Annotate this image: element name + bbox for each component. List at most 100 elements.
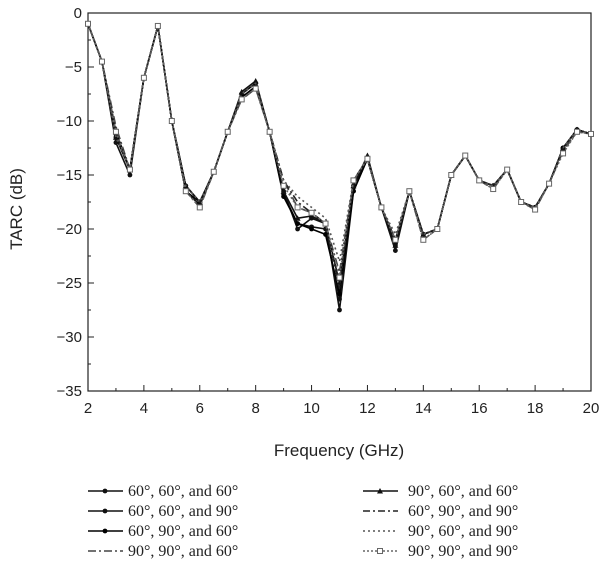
data-point: [574, 128, 581, 135]
legend: 60°, 60°, and 60° 60°, 60°, and 90° 60°, 9…: [88, 483, 518, 560]
data-point: [252, 85, 259, 92]
data-point: [392, 248, 398, 254]
data-point: [337, 291, 342, 297]
data-point: [309, 226, 314, 232]
y-tick-label: −20: [57, 221, 82, 238]
data-point: [196, 204, 203, 211]
data-point: [154, 22, 161, 29]
data-point: [337, 296, 342, 302]
x-tick-label: 16: [471, 400, 488, 417]
data-point: [350, 177, 357, 184]
x-axis-title: Frequency (GHz): [274, 441, 404, 460]
y-tick-label: −10: [57, 113, 82, 130]
y-tick-label: −35: [57, 383, 82, 400]
data-point: [224, 128, 231, 135]
legend-label: 90°, 90°, and 90°: [408, 543, 518, 560]
data-point: [98, 58, 105, 65]
legend-item: 60°, 60°, and 90°: [88, 503, 238, 520]
data-point: [518, 199, 525, 205]
data-point: [295, 226, 300, 232]
data-point: [112, 128, 119, 135]
data-point: [295, 221, 300, 227]
plot-area: [87, 12, 592, 392]
data-point: [266, 128, 273, 135]
data-point: [252, 78, 259, 84]
legend-item: 90°, 60°, and 60°: [363, 483, 518, 500]
data-point: [280, 182, 287, 189]
data-point: [476, 177, 483, 184]
data-point: [392, 236, 399, 243]
y-tick-label: 0: [74, 5, 82, 22]
data-point: [182, 188, 189, 195]
y-tick-label: −15: [57, 167, 82, 184]
data-point: [238, 96, 245, 103]
data-point: [85, 20, 91, 27]
data-point: [462, 152, 469, 159]
x-tick-label: 8: [251, 400, 259, 417]
data-point: [504, 166, 511, 173]
data-point: [546, 180, 553, 187]
data-point: [378, 204, 385, 211]
x-tick-label: 12: [359, 400, 376, 417]
series-5: [85, 20, 594, 286]
series-lines: [85, 20, 594, 313]
x-tick-label: 14: [415, 400, 432, 417]
legend-marker: [377, 548, 383, 554]
series-8: [85, 20, 594, 281]
data-point: [532, 206, 539, 213]
data-point: [420, 236, 427, 243]
y-axis-title: TARC (dB): [7, 168, 26, 250]
legend-label: 60°, 60°, and 90°: [128, 503, 238, 520]
data-point: [280, 188, 287, 194]
data-point: [434, 226, 441, 232]
legend-item: 90°, 90°, and 60°: [88, 543, 238, 560]
data-point: [126, 166, 133, 173]
legend-item: 90°, 90°, and 90°: [363, 543, 518, 560]
legend-label: 90°, 90°, and 60°: [128, 543, 238, 560]
legend-item: 60°, 90°, and 90°: [363, 503, 518, 520]
y-axis: 0 −5 −10 −15 −20 −25 −30 −35: [57, 5, 94, 400]
data-point: [336, 274, 343, 281]
data-point: [210, 168, 217, 175]
y-tick-label: −5: [65, 59, 82, 76]
x-tick-label: 6: [196, 400, 204, 417]
x-tick-label: 20: [583, 400, 600, 417]
data-point: [364, 155, 371, 162]
y-tick-label: −30: [57, 329, 82, 346]
legend-item: 60°, 60°, and 60°: [88, 483, 238, 500]
data-point: [337, 307, 342, 313]
data-point: [294, 215, 301, 221]
x-tick-label: 4: [140, 400, 148, 417]
data-point: [322, 220, 329, 227]
data-point: [448, 172, 455, 178]
data-point: [140, 74, 147, 81]
data-point: [490, 186, 497, 193]
legend-marker: [102, 488, 108, 494]
data-point: [168, 118, 175, 124]
series-3: [85, 21, 594, 297]
legend-label: 90°, 60°, and 90°: [408, 523, 518, 540]
x-tick-label: 18: [527, 400, 544, 417]
x-tick-label: 10: [303, 400, 320, 417]
data-point: [308, 209, 315, 216]
x-axis: 2 4 6 8 10 12 14 16 18 20: [84, 385, 600, 417]
legend-label: 60°, 90°, and 90°: [408, 503, 518, 520]
data-point: [560, 150, 567, 157]
legend-label: 60°, 60°, and 60°: [128, 483, 238, 500]
data-point: [323, 232, 328, 237]
plot-border: [87, 12, 592, 392]
x-tick-label: 2: [84, 400, 92, 417]
y-tick-label: −25: [57, 275, 82, 292]
data-point: [588, 130, 594, 137]
legend-marker: [377, 488, 383, 494]
legend-label: 90°, 60°, and 60°: [408, 483, 518, 500]
legend-item: 60°, 90°, and 60°: [88, 523, 238, 540]
legend-item: 90°, 60°, and 90°: [363, 523, 518, 540]
legend-label: 60°, 90°, and 60°: [128, 523, 238, 540]
data-point: [281, 194, 287, 200]
legend-marker: [102, 508, 108, 514]
data-point: [294, 204, 301, 211]
legend-marker: [102, 528, 108, 534]
data-point: [392, 242, 399, 248]
